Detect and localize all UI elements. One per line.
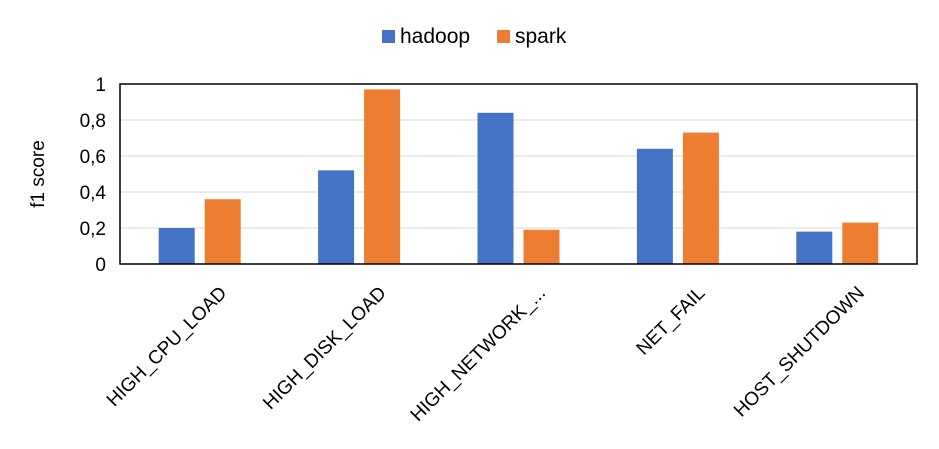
bar-hadoop-2 [477, 112, 514, 264]
bar-spark-2 [523, 229, 560, 264]
bar-hadoop-1 [318, 170, 355, 264]
legend-swatch-spark [497, 30, 510, 43]
legend-swatch-hadoop [382, 30, 395, 43]
x-category-label: HIGH_CPU_LOAD [103, 283, 231, 411]
y-tick-label: 1 [95, 75, 106, 96]
y-axis-ticks: 0 0,2 0,4 0,6 0,8 1 [80, 75, 107, 276]
bar-hadoop-4 [796, 231, 833, 264]
x-category-label: HIGH_DISK_LOAD [259, 283, 390, 414]
y-tick-label: 0,2 [80, 219, 106, 240]
x-category-label: NET_FAIL [633, 283, 710, 360]
bar-spark-1 [364, 89, 401, 265]
bar-hadoop-3 [636, 148, 673, 264]
bar-spark-3 [682, 132, 719, 264]
bar-spark-4 [842, 222, 879, 264]
y-axis-title: f1 score [28, 140, 49, 208]
x-category-label: HOST_SHUTDOWN [730, 283, 869, 422]
legend-label-spark: spark [515, 25, 567, 48]
legend: hadoop spark [382, 25, 567, 48]
y-tick-label: 0,6 [80, 147, 106, 168]
y-tick-label: 0,8 [80, 111, 106, 132]
y-tick-label: 0,4 [80, 183, 107, 204]
bars [158, 89, 879, 265]
legend-label-hadoop: hadoop [400, 25, 470, 48]
bar-spark-0 [204, 199, 241, 264]
x-axis-category-labels: HIGH_CPU_LOAD HIGH_DISK_LOAD HIGH_NETWORK_… [103, 283, 869, 426]
x-category-label: HIGH_NETWORK_... [407, 283, 550, 426]
y-tick-label: 0 [95, 255, 106, 276]
bar-hadoop-0 [158, 228, 195, 264]
plot-area-frame [119, 83, 918, 265]
